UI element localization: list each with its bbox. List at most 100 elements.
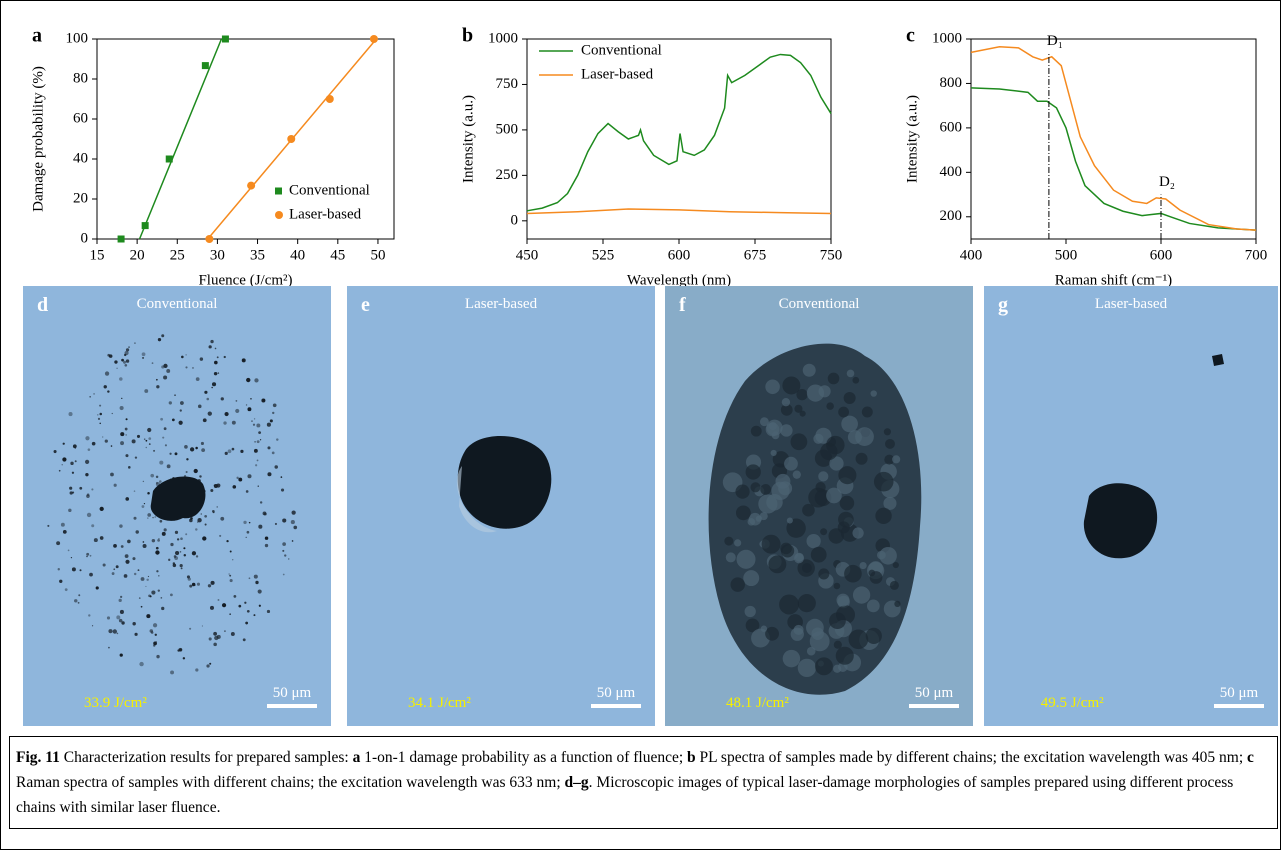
- debris: [146, 614, 151, 619]
- debris: [195, 446, 198, 450]
- debris: [133, 572, 137, 576]
- debris: [293, 525, 298, 530]
- x-axis-label: Wavelength (nm): [627, 272, 731, 286]
- debris: [236, 476, 239, 480]
- texture: [782, 649, 801, 668]
- debris: [256, 459, 259, 462]
- texture: [750, 482, 761, 493]
- debris: [103, 385, 107, 389]
- debris: [170, 670, 175, 675]
- debris: [238, 477, 243, 482]
- debris: [133, 490, 136, 492]
- debris: [89, 572, 93, 577]
- debris: [125, 497, 130, 501]
- debris: [185, 366, 188, 369]
- x-tick-label: 500: [1055, 247, 1078, 263]
- debris: [141, 352, 146, 357]
- debris: [91, 625, 94, 627]
- damage-site: [1083, 483, 1158, 559]
- x-axis-label: Raman shift (cm⁻¹): [1055, 272, 1172, 286]
- texture: [833, 582, 841, 590]
- debris: [189, 584, 193, 588]
- caption-text: PL spectra of samples made by different …: [695, 749, 1248, 766]
- y-tick-label: 60: [73, 110, 88, 126]
- debris: [252, 423, 256, 426]
- debris: [174, 530, 179, 535]
- debris: [223, 355, 226, 359]
- debris: [235, 408, 240, 414]
- debris: [97, 414, 99, 416]
- texture: [873, 471, 894, 492]
- debris: [209, 605, 215, 610]
- x-tick-label: 525: [592, 247, 615, 263]
- debris: [87, 448, 91, 451]
- debris: [136, 434, 141, 438]
- debris: [74, 460, 77, 463]
- debris: [197, 404, 202, 409]
- texture: [796, 389, 808, 401]
- debris: [280, 476, 283, 478]
- debris: [107, 390, 110, 393]
- debris: [282, 549, 285, 552]
- point: [205, 235, 214, 243]
- debris: [85, 472, 89, 477]
- debris: [150, 631, 154, 634]
- debris: [108, 646, 110, 649]
- debris: [253, 574, 258, 579]
- debris: [233, 595, 237, 598]
- point: [287, 135, 296, 143]
- debris: [207, 411, 212, 416]
- texture: [852, 376, 860, 384]
- debris: [147, 575, 150, 578]
- debris: [199, 475, 202, 478]
- panel-letter: b: [462, 25, 473, 47]
- debris: [272, 411, 275, 415]
- debris: [182, 657, 186, 660]
- debris: [211, 386, 213, 389]
- damage-halo: [456, 466, 497, 533]
- debris: [214, 360, 218, 365]
- texture: [865, 627, 882, 644]
- debris: [172, 562, 176, 565]
- panel-title: Laser-based: [464, 296, 538, 312]
- texture: [770, 449, 777, 457]
- micrograph: [1083, 354, 1224, 559]
- debris: [267, 472, 272, 477]
- texture: [848, 629, 869, 650]
- debris: [280, 488, 285, 492]
- caption-text: Characterization results for prepared sa…: [59, 749, 353, 766]
- debris: [220, 516, 225, 521]
- y-tick-label: 20: [73, 190, 88, 206]
- debris: [119, 609, 124, 614]
- debris: [228, 573, 230, 575]
- debris: [132, 557, 136, 561]
- debris: [148, 443, 151, 445]
- debris: [161, 334, 165, 338]
- debris: [62, 529, 67, 534]
- debris: [282, 518, 287, 523]
- debris: [151, 590, 156, 595]
- debris: [163, 427, 167, 431]
- scale-bar: 50 μm: [1214, 685, 1264, 708]
- damage-site: [457, 436, 552, 529]
- debris: [274, 465, 278, 469]
- debris: [210, 339, 214, 344]
- texture: [892, 561, 899, 569]
- texture: [736, 549, 756, 569]
- debris: [232, 559, 234, 561]
- fit-line: [138, 38, 223, 240]
- x-tick-label: 700: [1245, 247, 1268, 263]
- debris: [155, 550, 160, 555]
- debris: [183, 554, 187, 557]
- debris: [179, 409, 182, 412]
- debris: [255, 580, 259, 585]
- debris: [248, 521, 251, 524]
- debris: [184, 445, 188, 449]
- fluence: 49.5 J/cm²: [1040, 695, 1104, 711]
- debris: [116, 615, 121, 620]
- x-tick-label: 15: [90, 247, 105, 263]
- texture: [745, 464, 761, 480]
- debris: [93, 393, 95, 395]
- debris: [153, 641, 157, 646]
- debris: [196, 582, 201, 586]
